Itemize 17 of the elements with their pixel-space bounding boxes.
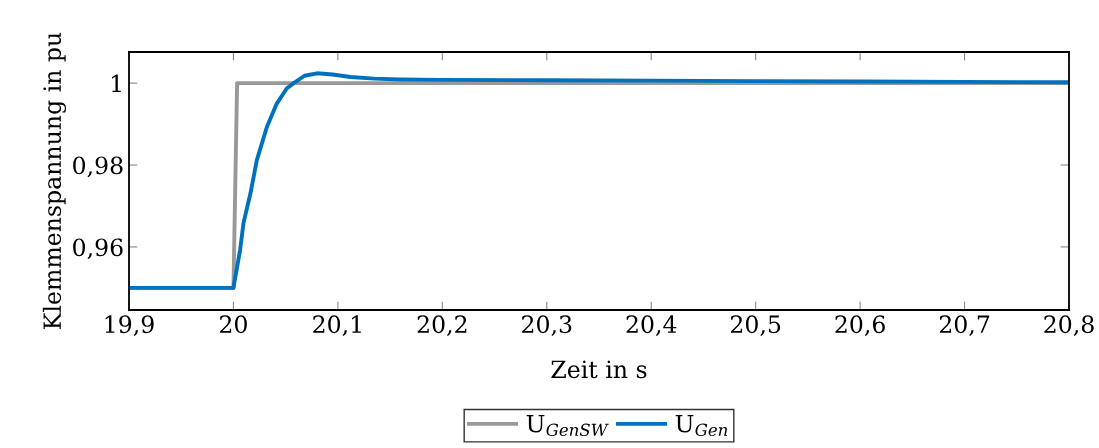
x-tick-label: 20,5 (730, 315, 781, 337)
x-tick-label: 20,3 (522, 315, 572, 337)
x-tick-label: 20,2 (417, 315, 467, 337)
y-tick-label: 0,96 (73, 238, 123, 260)
x-tick-label: 20,6 (835, 315, 885, 337)
x-tick-label: 20 (220, 315, 247, 334)
y-axis-title: Klemmenspannung in pu (42, 32, 67, 329)
x-tick-label: 20,4 (626, 315, 677, 337)
x-tick-label: 20,8 (1044, 315, 1094, 337)
legend-label: U$_{Gen}$ (675, 414, 728, 437)
x-axis-title: Zeit in s (551, 360, 647, 379)
x-tick-label: 20,1 (313, 315, 361, 337)
x-tick-label: 20,7 (939, 315, 990, 337)
y-tick-label: 1 (112, 74, 121, 93)
x-tick-label: 19,9 (105, 315, 154, 337)
legend-label: U$_{GenSW}$ (526, 414, 609, 437)
y-tick-label: 0,98 (73, 156, 123, 178)
